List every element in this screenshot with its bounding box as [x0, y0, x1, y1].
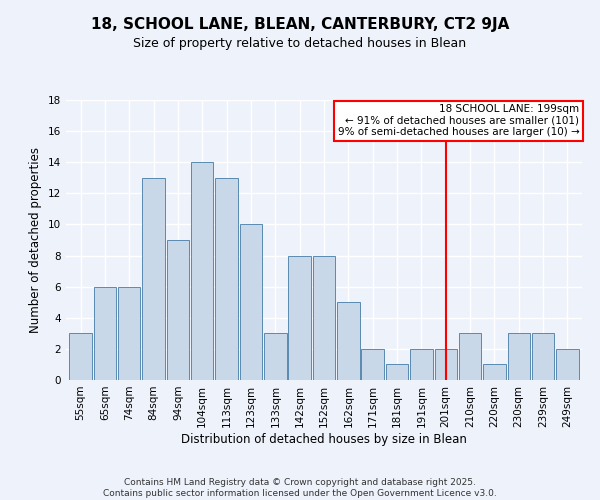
Bar — [191, 162, 214, 380]
Bar — [215, 178, 238, 380]
Bar — [313, 256, 335, 380]
Bar — [556, 349, 578, 380]
Bar — [289, 256, 311, 380]
Bar — [434, 349, 457, 380]
Bar — [142, 178, 165, 380]
Bar — [337, 302, 359, 380]
Y-axis label: Number of detached properties: Number of detached properties — [29, 147, 43, 333]
Bar — [508, 334, 530, 380]
Bar — [386, 364, 408, 380]
Bar — [240, 224, 262, 380]
Bar — [532, 334, 554, 380]
Bar — [118, 286, 140, 380]
Text: Size of property relative to detached houses in Blean: Size of property relative to detached ho… — [133, 38, 467, 51]
Bar — [70, 334, 92, 380]
Bar — [483, 364, 506, 380]
Bar — [167, 240, 189, 380]
Bar — [410, 349, 433, 380]
Text: Contains HM Land Registry data © Crown copyright and database right 2025.
Contai: Contains HM Land Registry data © Crown c… — [103, 478, 497, 498]
Bar — [361, 349, 384, 380]
Bar — [459, 334, 481, 380]
X-axis label: Distribution of detached houses by size in Blean: Distribution of detached houses by size … — [181, 432, 467, 446]
Bar — [264, 334, 287, 380]
Text: 18 SCHOOL LANE: 199sqm
← 91% of detached houses are smaller (101)
9% of semi-det: 18 SCHOOL LANE: 199sqm ← 91% of detached… — [338, 104, 580, 138]
Bar — [94, 286, 116, 380]
Text: 18, SCHOOL LANE, BLEAN, CANTERBURY, CT2 9JA: 18, SCHOOL LANE, BLEAN, CANTERBURY, CT2 … — [91, 18, 509, 32]
